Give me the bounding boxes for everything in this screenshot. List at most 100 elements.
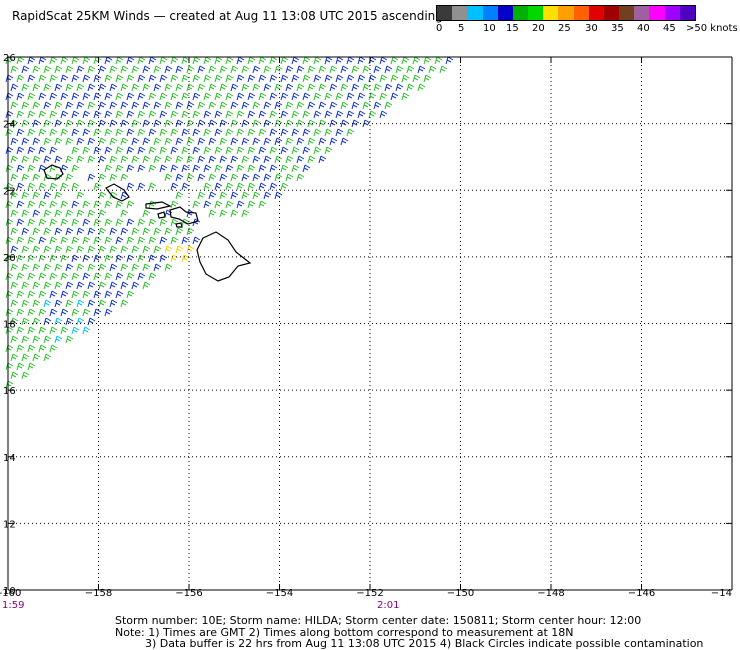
wind-barb xyxy=(269,110,278,119)
wind-barb xyxy=(21,281,30,290)
legend-label: 20 xyxy=(532,23,545,34)
wind-barb xyxy=(181,146,190,155)
wind-barb xyxy=(60,110,69,119)
legend-swatch xyxy=(452,6,468,20)
wind-barb xyxy=(21,209,30,218)
wind-barb xyxy=(258,110,267,119)
wind-barb xyxy=(76,281,85,290)
wind-barb xyxy=(16,344,25,353)
wind-barb xyxy=(351,83,360,92)
wind-barb xyxy=(153,227,162,236)
wind-barb xyxy=(214,56,223,65)
wind-barb xyxy=(109,155,118,164)
wind-barb xyxy=(32,281,41,290)
wind-barb xyxy=(131,263,140,272)
wind-barb xyxy=(5,74,14,83)
wind-barb xyxy=(159,254,168,263)
wind-barb xyxy=(269,92,278,101)
wind-barb xyxy=(335,92,344,101)
wind-barb xyxy=(87,119,96,128)
wind-barb xyxy=(43,227,52,236)
wind-barb xyxy=(181,182,190,191)
wind-barb xyxy=(27,110,36,119)
wind-barb xyxy=(16,56,25,65)
wind-barb xyxy=(38,56,47,65)
wind-barb xyxy=(159,128,168,137)
wind-barb xyxy=(131,65,140,74)
wind-barb xyxy=(280,164,289,173)
wind-barb xyxy=(93,236,102,245)
wind-barb xyxy=(285,155,294,164)
wind-barb xyxy=(65,173,74,182)
wind-barb xyxy=(27,236,36,245)
wind-barb xyxy=(109,65,118,74)
wind-barb xyxy=(27,218,36,227)
wind-barb xyxy=(159,218,168,227)
wind-barb xyxy=(131,101,140,110)
wind-barb xyxy=(82,74,91,83)
wind-barb xyxy=(71,164,80,173)
wind-barb xyxy=(49,326,58,335)
wind-barb xyxy=(38,218,47,227)
wind-barb xyxy=(148,164,157,173)
wind-barb xyxy=(65,155,74,164)
wind-barb xyxy=(137,218,146,227)
legend-swatch xyxy=(634,6,650,20)
wind-barb xyxy=(445,56,454,65)
longitude-label: −150 xyxy=(447,588,474,599)
latitude-label: 18 xyxy=(3,320,16,331)
wind-barb xyxy=(373,83,382,92)
wind-barb xyxy=(318,137,327,146)
wind-barb xyxy=(5,272,14,281)
wind-barb xyxy=(225,92,234,101)
wind-barb xyxy=(214,146,223,155)
wind-barb xyxy=(98,299,107,308)
longitude-label: −146 xyxy=(628,588,655,599)
wind-barb xyxy=(159,56,168,65)
wind-barb xyxy=(258,92,267,101)
wind-barb xyxy=(137,128,146,137)
wind-barb xyxy=(71,308,80,317)
wind-barb xyxy=(49,308,58,317)
wind-barb xyxy=(197,137,206,146)
wind-barb xyxy=(32,299,41,308)
wind-barb xyxy=(203,182,212,191)
wind-barb xyxy=(120,281,129,290)
wind-barb xyxy=(104,236,113,245)
wind-barb xyxy=(192,110,201,119)
wind-barb xyxy=(236,182,245,191)
legend-swatch xyxy=(437,6,453,20)
wind-barb xyxy=(181,164,190,173)
wind-barb xyxy=(16,110,25,119)
island-maui xyxy=(169,206,199,225)
wind-barb xyxy=(10,353,19,362)
wind-barb xyxy=(32,263,41,272)
legend-swatch xyxy=(512,6,529,20)
wind-barb xyxy=(236,128,245,137)
wind-barb xyxy=(87,209,96,218)
wind-barb xyxy=(104,290,113,299)
wind-barb xyxy=(247,74,256,83)
wind-barb xyxy=(291,146,300,155)
wind-barb xyxy=(109,137,118,146)
wind-barb xyxy=(98,101,107,110)
wind-barb xyxy=(76,227,85,236)
wind-barb xyxy=(49,272,58,281)
wind-barb xyxy=(126,290,135,299)
wind-barb xyxy=(93,254,102,263)
wind-barb xyxy=(5,236,14,245)
legend-color-bar xyxy=(436,5,696,21)
wind-barb xyxy=(98,263,107,272)
wind-barb xyxy=(93,74,102,83)
wind-barb xyxy=(219,119,228,128)
wind-barb xyxy=(82,272,91,281)
wind-barb xyxy=(137,92,146,101)
wind-barb xyxy=(115,200,124,209)
wind-barb xyxy=(21,155,30,164)
wind-barb xyxy=(137,164,146,173)
wind-barb xyxy=(16,128,25,137)
wind-barb xyxy=(104,110,113,119)
wind-barb xyxy=(170,164,179,173)
legend-swatch xyxy=(528,6,544,20)
wind-barb xyxy=(186,137,195,146)
